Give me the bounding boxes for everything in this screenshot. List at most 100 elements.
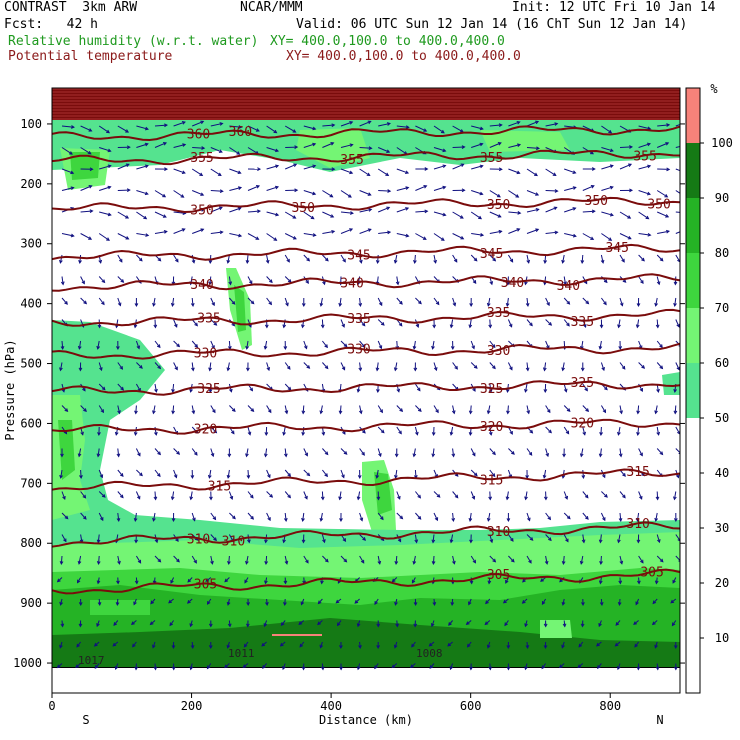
wind-arrow-head	[378, 345, 383, 350]
wind-arrow	[656, 190, 668, 198]
wind-arrow-head	[517, 211, 522, 215]
wind-arrow	[396, 233, 409, 237]
wind-arrow	[98, 276, 105, 283]
wind-arrow	[61, 534, 67, 542]
wind-arrow-head	[580, 623, 585, 628]
wind-arrow	[469, 319, 472, 328]
wind-arrow	[656, 319, 659, 328]
wind-arrow-head	[134, 303, 139, 308]
wind-arrow-head	[621, 365, 626, 370]
wind-arrow-head	[397, 538, 402, 543]
wind-arrow-head	[424, 167, 429, 171]
wind-arrow	[136, 125, 149, 130]
wind-arrow-head	[509, 366, 513, 371]
theta-contour-320	[52, 418, 680, 435]
wind-arrow	[563, 319, 570, 327]
wind-arrow-head	[286, 365, 291, 370]
wind-arrow-head	[654, 410, 658, 415]
wind-arrow	[80, 125, 92, 132]
wind-arrow-head	[237, 170, 242, 175]
colorbar-tick-label: 70	[715, 301, 729, 315]
wind-arrow	[582, 383, 588, 391]
wind-arrow-head	[673, 388, 677, 393]
wind-arrow-head	[618, 518, 623, 523]
wind-arrow	[415, 125, 427, 132]
wind-arrow-head	[126, 188, 131, 192]
wind-arrow-head	[264, 539, 268, 544]
wind-arrow-head	[676, 366, 680, 371]
wind-arrow-head	[358, 302, 363, 307]
wind-arrow	[136, 254, 143, 262]
wind-arrow	[284, 383, 292, 391]
wind-arrow	[191, 340, 198, 348]
wind-arrow-head	[485, 600, 489, 605]
wind-arrow-head	[468, 324, 473, 329]
wind-arrow-head	[219, 230, 224, 235]
wind-arrow	[117, 254, 123, 263]
wind-arrow	[303, 211, 315, 220]
wind-arrow	[489, 469, 496, 477]
wind-arrow	[191, 168, 203, 176]
wind-arrow-head	[292, 215, 297, 219]
wind-arrow-head	[116, 346, 120, 351]
wind-arrow-head	[283, 517, 288, 522]
wind-arrow-head	[343, 558, 348, 563]
x-tick-label: 200	[181, 699, 203, 713]
colorbar-band	[686, 253, 700, 308]
wind-arrow-head	[621, 258, 625, 263]
wind-arrow-head	[609, 212, 614, 217]
wind-arrow-head	[96, 561, 101, 566]
wind-arrow	[526, 555, 532, 564]
wind-arrow-head	[244, 579, 248, 584]
wind-arrow	[173, 340, 180, 347]
wind-arrow	[619, 448, 622, 457]
wind-arrow	[247, 297, 255, 304]
surface-label: 1017	[78, 654, 105, 667]
wind-arrow-head	[292, 129, 297, 133]
wind-arrow-head	[157, 365, 162, 370]
wind-arrow-head	[324, 344, 328, 349]
wind-arrow-head	[423, 185, 428, 189]
wind-arrow-head	[77, 560, 82, 565]
wind-arrow-head	[581, 539, 586, 544]
wind-arrow-head	[282, 324, 287, 329]
wind-arrow	[210, 340, 215, 349]
wind-arrow-head	[356, 496, 361, 501]
wind-arrow-head	[114, 666, 119, 671]
wind-arrow	[322, 448, 329, 455]
wind-arrow-head	[423, 128, 428, 132]
wind-arrow	[489, 190, 501, 198]
wind-arrow	[433, 491, 441, 498]
wind-arrow-head	[94, 665, 99, 669]
wind-arrow	[284, 254, 290, 263]
wind-arrow	[191, 426, 199, 434]
wind-arrow-head	[78, 623, 83, 628]
wind-arrow-head	[489, 281, 494, 286]
wind-arrow-head	[393, 367, 398, 372]
wind-arrow	[525, 491, 528, 500]
wind-arrow	[229, 233, 242, 237]
wind-arrow-head	[286, 258, 290, 263]
wind-arrow-head	[572, 207, 577, 211]
theta-contour-345	[52, 243, 680, 261]
wind-arrow-head	[275, 148, 280, 153]
wind-arrow-head	[171, 518, 176, 523]
wind-arrow-head	[154, 431, 158, 436]
wind-arrow	[61, 276, 64, 285]
wind-arrow	[303, 125, 316, 130]
wind-arrow	[302, 512, 305, 521]
wind-arrow-head	[376, 645, 381, 650]
wind-arrow-head	[255, 128, 260, 132]
wind-arrow-head	[250, 408, 255, 412]
wind-arrow-head	[639, 452, 643, 457]
wind-arrow-head	[284, 410, 289, 415]
wind-arrow-head	[659, 257, 664, 262]
wind-arrow-head	[190, 475, 195, 480]
wind-arrow	[80, 185, 92, 191]
wind-arrow	[452, 362, 458, 370]
wind-arrow-head	[255, 236, 260, 240]
wind-arrow	[600, 362, 605, 371]
organization: NCAR/MMM	[240, 0, 303, 15]
wind-arrow-head	[524, 623, 528, 628]
wind-arrow-head	[267, 517, 271, 522]
